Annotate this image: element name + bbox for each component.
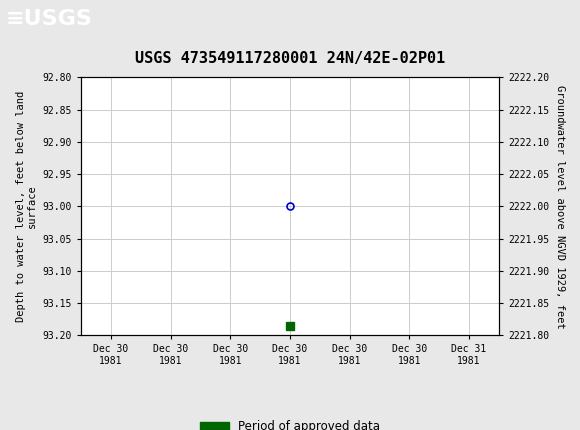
Text: ≡USGS: ≡USGS — [6, 9, 93, 29]
Text: USGS 473549117280001 24N/42E-02P01: USGS 473549117280001 24N/42E-02P01 — [135, 51, 445, 65]
Y-axis label: Depth to water level, feet below land
surface: Depth to water level, feet below land su… — [16, 91, 37, 322]
Legend: Period of approved data: Period of approved data — [195, 415, 385, 430]
Y-axis label: Groundwater level above NGVD 1929, feet: Groundwater level above NGVD 1929, feet — [554, 85, 564, 328]
Bar — [285, 322, 295, 329]
